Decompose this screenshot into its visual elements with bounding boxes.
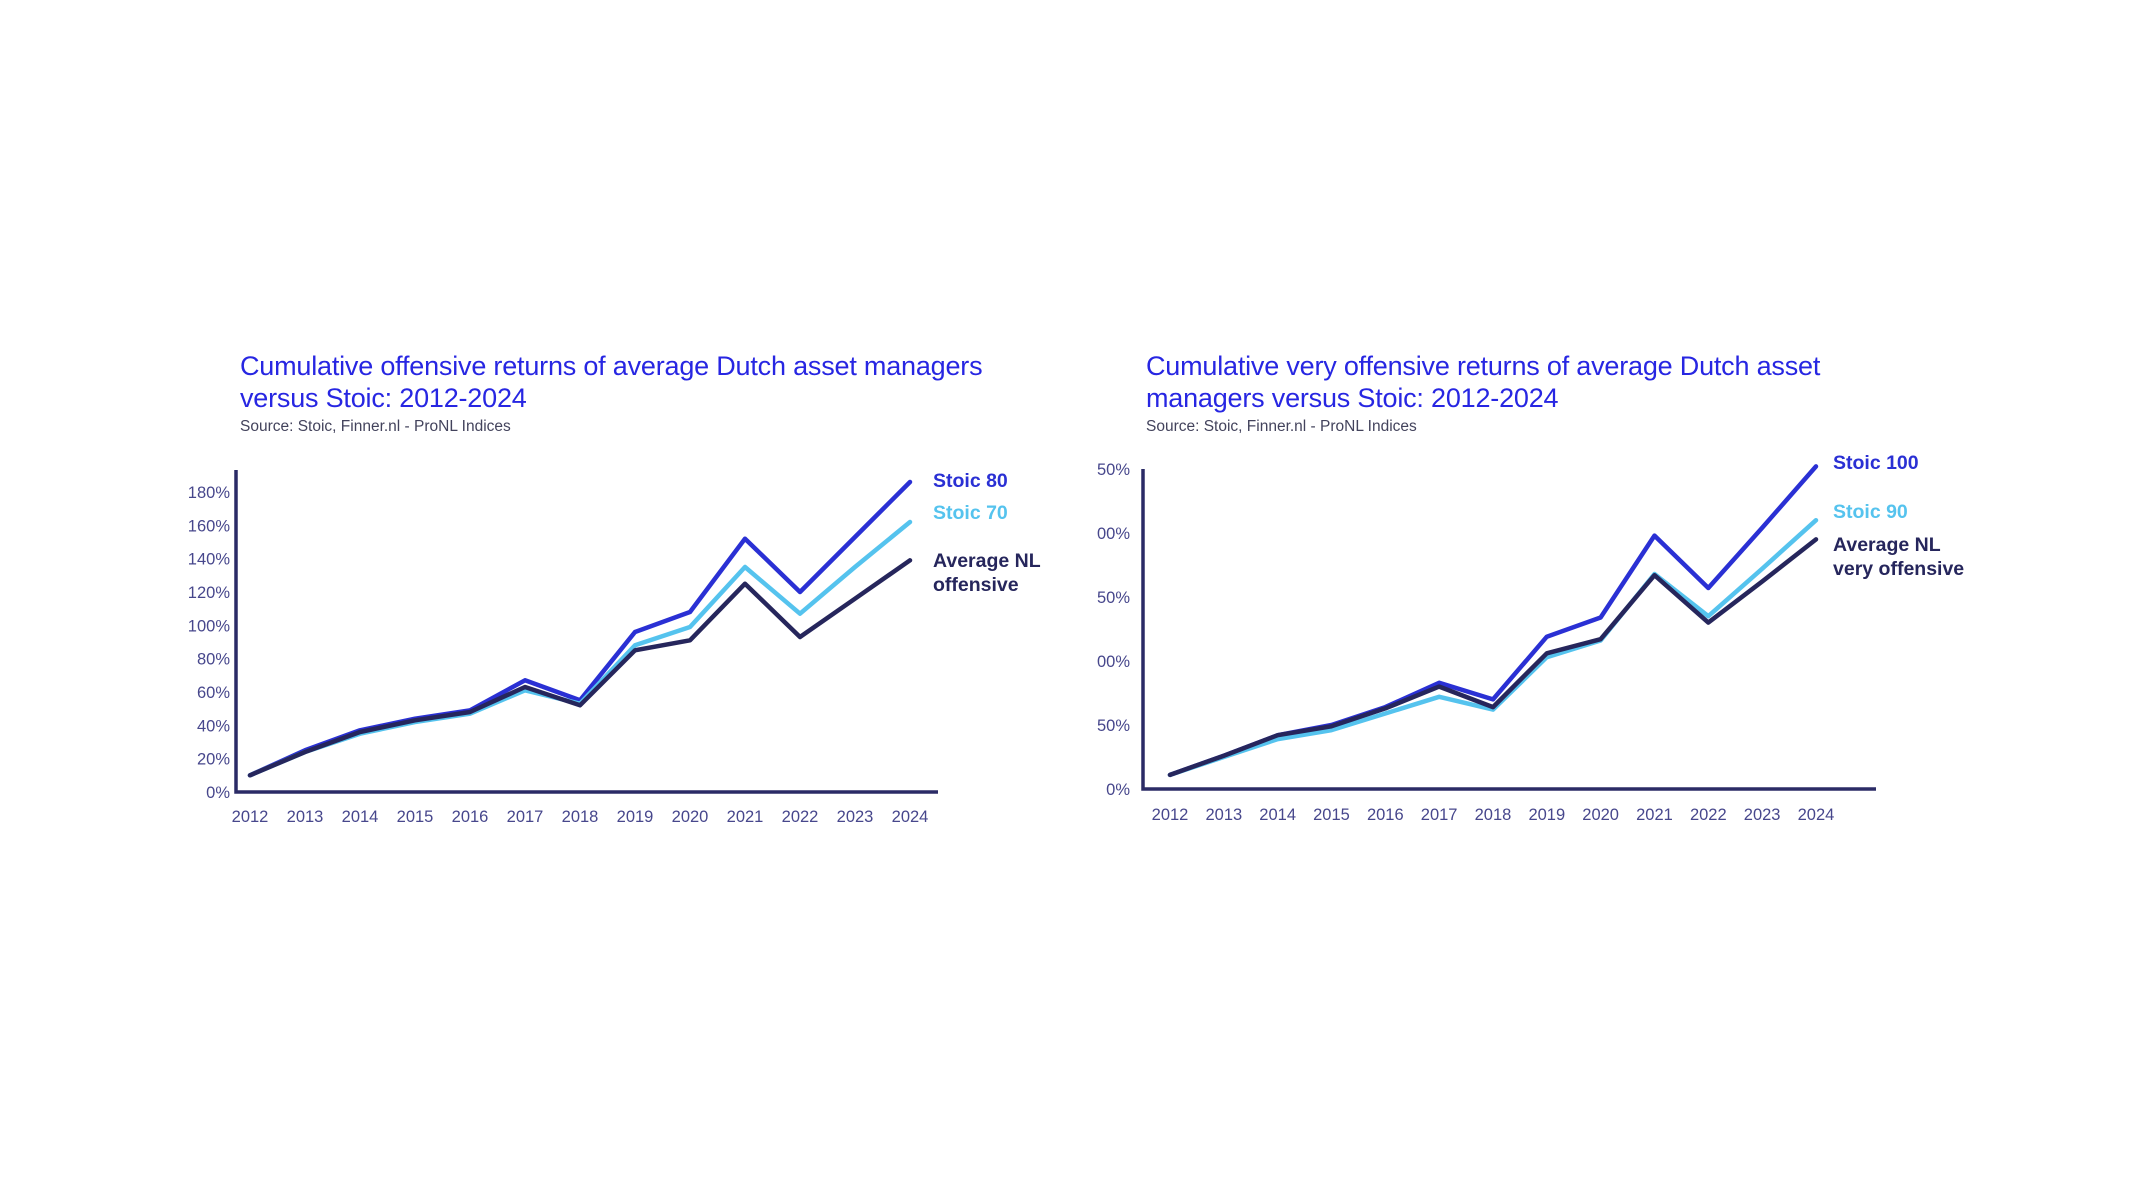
x-axis-tick-label: 2021 bbox=[727, 808, 764, 826]
y-axis-tick-label: 140% bbox=[188, 551, 231, 569]
x-axis-tick-label: 2018 bbox=[1475, 806, 1512, 824]
y-axis-tick-label: 0% bbox=[1106, 781, 1130, 799]
legend-label-average-nl-very-offensive: Average NL bbox=[1833, 534, 1941, 556]
x-axis-tick-label: 2016 bbox=[452, 808, 489, 826]
x-axis-tick-label: 2017 bbox=[1421, 806, 1458, 824]
line-chart-1: 0% 50% 00% 50% 00% 50% 2012 2013 2014 2015 2016 201… bbox=[1097, 452, 1964, 824]
y-axis-tick-label: 160% bbox=[188, 517, 231, 535]
legend-label-stoic-100: Stoic 100 bbox=[1833, 452, 1919, 474]
y-axis-tick-label: 00% bbox=[1097, 653, 1130, 671]
y-axis-tick-label: 120% bbox=[188, 584, 231, 602]
series-line-average-nl-offensive bbox=[247, 558, 913, 778]
y-axis-tick-label: 100% bbox=[188, 617, 231, 635]
y-axis-tick-label: 50% bbox=[1097, 461, 1130, 479]
legend-label-average-nl-very-offensive: very offensive bbox=[1833, 558, 1964, 580]
chart-title-offensive: Cumulative offensive returns of average … bbox=[240, 351, 983, 413]
x-axis-tick-label: 2016 bbox=[1367, 806, 1404, 824]
chart-title-very-offensive: Cumulative very offensive returns of ave… bbox=[1146, 351, 1821, 413]
series-line-average-nl-very-offensive bbox=[1167, 537, 1819, 778]
y-axis-tick-label: 60% bbox=[197, 684, 230, 702]
y-axis-tick-label: 50% bbox=[1097, 589, 1130, 607]
legend-label-stoic-90: Stoic 90 bbox=[1833, 501, 1908, 523]
x-axis-tick-label: 2024 bbox=[892, 808, 929, 826]
legend-label-stoic-80: Stoic 80 bbox=[933, 470, 1008, 492]
x-axis-tick-label: 2019 bbox=[617, 808, 654, 826]
y-axis-tick-label: 0% bbox=[206, 784, 230, 802]
legend-label-average-nl-offensive: offensive bbox=[933, 574, 1019, 596]
y-axis-tick-label: 40% bbox=[197, 717, 230, 735]
x-axis-tick-label: 2021 bbox=[1636, 806, 1673, 824]
y-axis-tick-label: 50% bbox=[1097, 717, 1130, 735]
x-axis-tick-label: 2015 bbox=[1313, 806, 1350, 824]
y-axis-tick-label: 20% bbox=[197, 751, 230, 769]
x-axis-tick-label: 2014 bbox=[1259, 806, 1296, 824]
x-axis-tick-label: 2012 bbox=[232, 808, 269, 826]
x-axis-tick-label: 2024 bbox=[1798, 806, 1835, 824]
x-axis-tick-label: 2013 bbox=[287, 808, 324, 826]
x-axis-tick-label: 2013 bbox=[1205, 806, 1242, 824]
axis-lines bbox=[234, 470, 938, 794]
series-line-stoic-90 bbox=[1167, 517, 1819, 778]
x-axis-tick-label: 2020 bbox=[672, 808, 709, 826]
chart-source-offensive: Source: Stoic, Finner.nl - ProNL Indices bbox=[240, 418, 511, 435]
x-axis-tick-label: 2019 bbox=[1528, 806, 1565, 824]
x-axis-tick-label: 2023 bbox=[837, 808, 874, 826]
chart-source-very-offensive: Source: Stoic, Finner.nl - ProNL Indices bbox=[1146, 418, 1417, 435]
x-axis-tick-label: 2020 bbox=[1582, 806, 1619, 824]
x-axis-tick-label: 2012 bbox=[1152, 806, 1189, 824]
x-axis-tick-label: 2022 bbox=[1690, 806, 1727, 824]
series-line-stoic-100 bbox=[1167, 464, 1819, 778]
y-axis-tick-label: 80% bbox=[197, 651, 230, 669]
x-axis-tick-label: 2022 bbox=[782, 808, 819, 826]
x-axis-tick-label: 2015 bbox=[397, 808, 434, 826]
y-axis-tick-label: 00% bbox=[1097, 525, 1130, 543]
line-chart-0: 0% 20% 40% 60% 80% 100% 120% 140% 160% 180% 2012 20… bbox=[188, 470, 1041, 826]
y-axis-tick-label: 180% bbox=[188, 484, 231, 502]
x-axis-tick-label: 2018 bbox=[562, 808, 599, 826]
legend-label-stoic-70: Stoic 70 bbox=[933, 502, 1008, 524]
axis-lines bbox=[1141, 469, 1876, 791]
legend-label-average-nl-offensive: Average NL bbox=[933, 550, 1041, 572]
x-axis-tick-label: 2023 bbox=[1744, 806, 1781, 824]
x-axis-tick-label: 2017 bbox=[507, 808, 544, 826]
x-axis-tick-label: 2014 bbox=[342, 808, 379, 826]
